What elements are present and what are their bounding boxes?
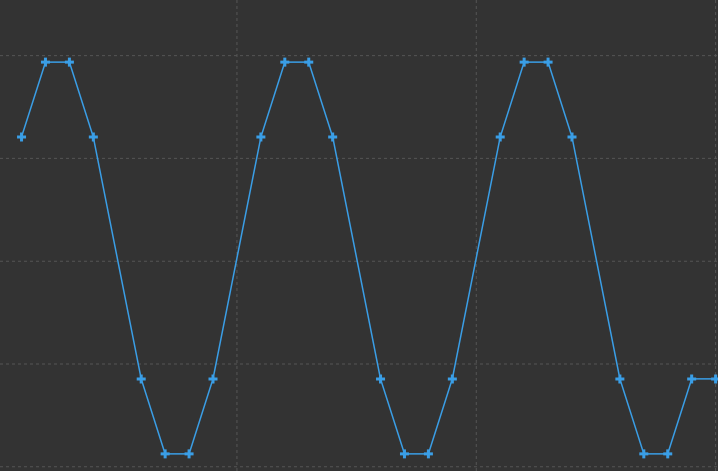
data-point-3 [88, 132, 98, 142]
data-point-12 [376, 374, 386, 384]
data-point-23 [687, 374, 697, 384]
data-point-6 [184, 449, 194, 459]
data-point-5 [160, 449, 170, 459]
data-point-20 [615, 374, 625, 384]
data-points [17, 57, 718, 459]
data-point-1 [40, 57, 50, 67]
data-point-15 [447, 374, 457, 384]
series-line-0 [20, 61, 716, 455]
data-point-17 [519, 57, 529, 67]
data-point-24 [711, 374, 718, 384]
data-point-19 [567, 132, 577, 142]
data-point-22 [663, 449, 673, 459]
data-point-13 [399, 449, 409, 459]
data-point-4 [136, 374, 146, 384]
data-point-0 [17, 132, 27, 142]
data-point-18 [543, 57, 553, 67]
data-point-16 [495, 132, 505, 142]
data-point-21 [639, 449, 649, 459]
data-point-2 [64, 57, 74, 67]
data-point-11 [328, 132, 338, 142]
data-point-8 [256, 132, 266, 142]
data-point-14 [423, 449, 433, 459]
series-line [20, 61, 716, 455]
data-point-7 [208, 374, 218, 384]
data-point-10 [304, 57, 314, 67]
data-point-9 [280, 57, 290, 67]
